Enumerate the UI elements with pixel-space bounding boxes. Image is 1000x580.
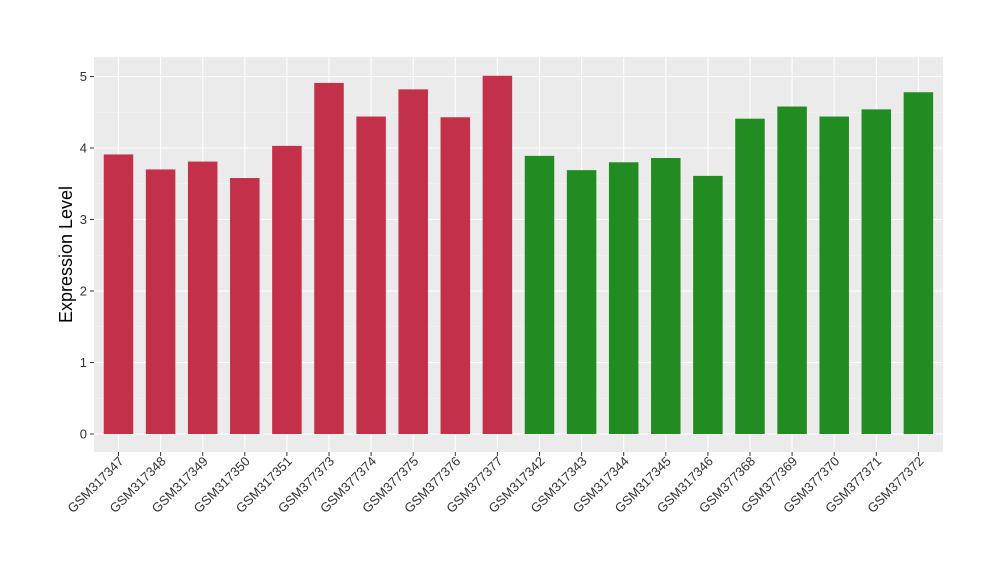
y-tick-label: 3 xyxy=(80,212,87,227)
bar-gsm317349 xyxy=(187,161,218,434)
plot-panel xyxy=(94,57,943,452)
bar-gsm377375 xyxy=(398,89,428,435)
bar-gsm317343 xyxy=(566,170,597,435)
bar-gsm317344 xyxy=(608,162,639,435)
bar-gsm377368 xyxy=(735,118,765,434)
bar-gsm377370 xyxy=(819,116,849,434)
bar-gsm317350 xyxy=(230,178,260,434)
y-tick-label: 1 xyxy=(80,355,87,370)
bar-gsm377376 xyxy=(440,117,471,434)
bar-gsm377371 xyxy=(861,109,892,434)
bar-gsm317351 xyxy=(272,145,302,435)
bar-gsm377369 xyxy=(777,106,807,434)
bar-gsm377374 xyxy=(356,116,386,434)
bar-gsm317346 xyxy=(693,175,723,434)
y-axis-ticks: 0 1 2 3 4 5 xyxy=(80,69,94,442)
bar-gsm317342 xyxy=(524,155,555,435)
y-tick-label: 0 xyxy=(80,427,87,442)
y-tick-label: 5 xyxy=(80,69,87,84)
x-axis-ticks: GSM317347GSM317348GSM317349GSM317350GSM3… xyxy=(64,452,927,516)
y-axis-title: Expression Level xyxy=(56,186,76,323)
bar-gsm317347 xyxy=(103,154,134,434)
bars xyxy=(103,75,934,435)
bar-gsm377372 xyxy=(903,92,934,434)
bar-gsm377373 xyxy=(314,82,344,434)
y-tick-label: 2 xyxy=(80,284,87,299)
bar-gsm317345 xyxy=(651,158,681,434)
bar-gsm377377 xyxy=(482,75,513,434)
bar-gsm317348 xyxy=(145,169,176,434)
y-tick-label: 4 xyxy=(80,141,87,156)
